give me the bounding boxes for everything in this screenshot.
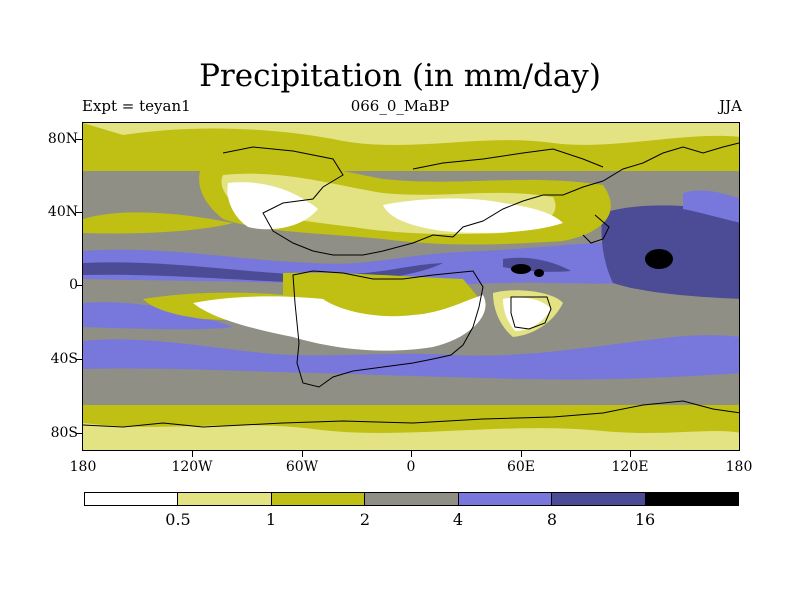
colorbar-bin	[178, 493, 272, 505]
colorbar-label: 8	[546, 510, 558, 529]
y-tick-label: 0	[69, 277, 78, 293]
x-tick-label: 0	[406, 459, 416, 475]
colorbar-bin	[552, 493, 646, 505]
south-africa-white	[503, 297, 551, 331]
colorbar-label: 16	[634, 510, 656, 529]
subtropic-yellow-north	[83, 212, 233, 234]
rain-max-2	[511, 264, 531, 274]
colorbar-label: 1	[265, 510, 277, 529]
x-tick-label: 60W	[285, 459, 319, 475]
north-desert-white-2	[383, 198, 563, 233]
y-tick-label: 40N	[47, 204, 78, 220]
continent-north-outline	[222, 142, 739, 256]
x-tick	[630, 451, 631, 457]
colorbar-label: 0.5	[165, 510, 191, 529]
n-pacific-blue	[683, 190, 739, 223]
y-tick	[76, 139, 82, 140]
sub-tropic-blue	[83, 302, 233, 330]
y-tick-label: 80N	[47, 131, 78, 147]
rain-max-3	[534, 269, 544, 277]
colorbar	[84, 492, 739, 506]
x-tick-label: 120E	[611, 459, 649, 475]
map-title: Precipitation (in mm/day)	[199, 58, 601, 94]
x-tick	[192, 451, 193, 457]
arctic-light	[83, 123, 739, 145]
south-desert-white	[193, 295, 486, 351]
x-tick-label: 60E	[506, 459, 536, 475]
colorbar-bin	[458, 493, 553, 505]
continent-south-outline	[292, 270, 484, 388]
y-tick	[76, 212, 82, 213]
experiment-label: Expt = teyan1	[82, 97, 191, 115]
colorbar-bin	[271, 493, 366, 505]
x-tick-label: 120W	[171, 459, 213, 475]
y-tick-label: 80S	[50, 425, 78, 441]
y-tick	[76, 433, 82, 434]
precipitation-map	[82, 122, 740, 451]
x-tick	[521, 451, 522, 457]
colorbar-bin	[645, 493, 738, 505]
y-tick	[76, 285, 82, 286]
x-tick	[302, 451, 303, 457]
antarctic-outline	[83, 400, 739, 428]
y-tick	[76, 359, 82, 360]
north-desert-white	[227, 182, 318, 230]
antarctic-light	[83, 423, 739, 450]
x-tick-label: 180	[725, 459, 753, 475]
y-tick-label: 40S	[50, 351, 78, 367]
time-label: 066_0_MaBP	[350, 97, 450, 115]
map-svg	[83, 123, 739, 450]
east-asia-outline	[582, 214, 610, 244]
colorbar-label: 2	[359, 510, 371, 529]
rain-max-1	[645, 249, 673, 269]
coastlines	[83, 142, 739, 428]
island-outline	[510, 296, 552, 330]
colorbar-label: 4	[452, 510, 464, 529]
west-pacific-dark	[601, 205, 739, 299]
colorbar-bin	[85, 493, 179, 505]
season-label: JJA	[719, 97, 742, 115]
x-tick	[411, 451, 412, 457]
colorbar-bin	[365, 493, 459, 505]
north-landmass-outline	[412, 148, 604, 170]
x-tick-label: 180	[69, 459, 97, 475]
south-blue-band	[83, 335, 739, 380]
